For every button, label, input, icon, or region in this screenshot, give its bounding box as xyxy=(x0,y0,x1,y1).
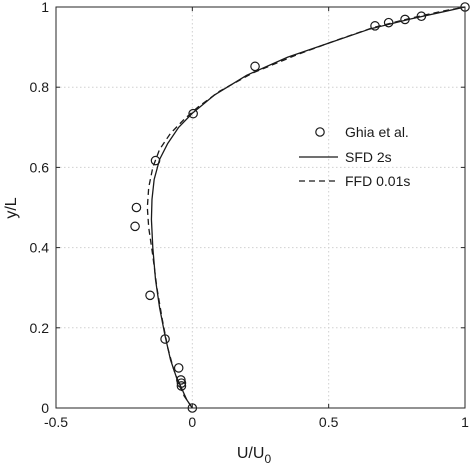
axes-frame xyxy=(55,6,466,409)
x-tick-label: 1 xyxy=(461,414,469,430)
x-axis-label: U/U0 xyxy=(237,445,272,466)
x-tick-label: -0.5 xyxy=(44,414,68,430)
x-axis-label-subscript: 0 xyxy=(264,452,271,466)
plot-area xyxy=(130,2,470,413)
data-point-ghia-et-al xyxy=(130,221,140,232)
y-tick-label: 0.2 xyxy=(30,320,50,336)
data-point-ghia-et-al xyxy=(145,290,155,301)
data-point-ghia-et-al xyxy=(250,61,260,72)
y-axis-label: y/L xyxy=(3,197,20,218)
data-point-ghia-et-al xyxy=(188,108,198,119)
y-tick-label: 0.4 xyxy=(30,240,50,256)
legend-marker-ghia xyxy=(315,127,325,137)
grid xyxy=(56,7,465,408)
ticks: -0.5 0 0.5 100.20.40.60.81 xyxy=(30,0,470,430)
x-tick-label: 0.5 xyxy=(319,414,339,430)
legend-label-ffd: FFD 0.01s xyxy=(345,173,410,189)
data-point-ghia-et-al xyxy=(131,202,142,213)
data-point-ghia-et-al xyxy=(383,17,394,28)
legend-label-sfd: SFD 2s xyxy=(345,149,392,165)
x-tick-label: 0 xyxy=(188,414,196,430)
legend-label-ghia: Ghia et al. xyxy=(345,124,409,140)
data-point-ghia-et-al xyxy=(173,363,184,373)
legend: Ghia et al. SFD 2s FFD 0.01s xyxy=(299,124,410,189)
y-tick-label: 1 xyxy=(41,0,49,15)
y-tick-label: 0 xyxy=(41,400,49,416)
y-tick-label: 0.8 xyxy=(30,79,50,95)
y-tick-label: 0.6 xyxy=(30,159,50,175)
series-line-ffd-0-01s xyxy=(146,6,466,409)
series-line-sfd-2s xyxy=(150,6,466,409)
